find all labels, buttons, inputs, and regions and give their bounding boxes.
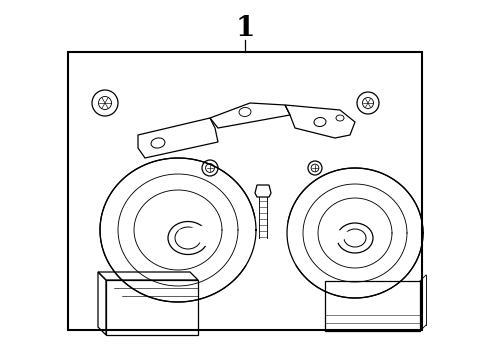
Text: 1: 1	[235, 14, 255, 41]
Wedge shape	[285, 221, 355, 268]
Bar	[68, 52, 422, 330]
Wedge shape	[178, 216, 258, 270]
